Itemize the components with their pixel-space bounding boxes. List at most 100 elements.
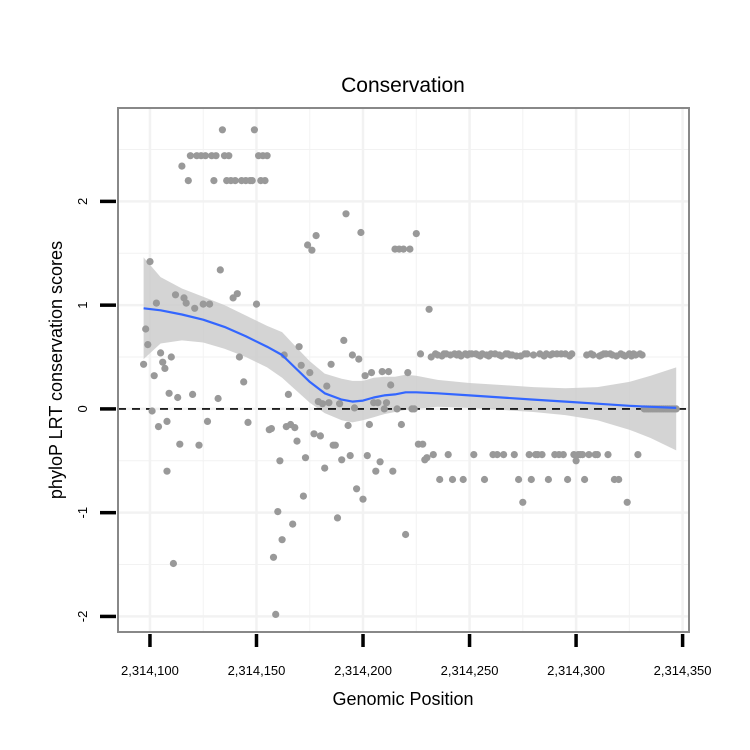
data-point <box>161 364 169 372</box>
data-point <box>312 232 320 240</box>
data-point <box>578 451 587 459</box>
data-point <box>331 441 339 449</box>
data-point <box>150 372 158 380</box>
data-point <box>410 405 418 413</box>
grid <box>118 108 689 632</box>
data-point <box>350 404 359 412</box>
data-point <box>278 536 286 544</box>
data-point <box>493 451 501 459</box>
data-point <box>167 353 175 361</box>
data-point <box>176 440 184 448</box>
confidence-band <box>143 257 677 451</box>
data-point <box>316 432 324 440</box>
data-point <box>233 290 241 298</box>
data-point <box>378 368 386 376</box>
x-axis-label: Genomic Position <box>332 689 473 709</box>
data-point <box>382 399 391 407</box>
data-point <box>325 399 333 407</box>
data-point <box>310 430 318 438</box>
data-point <box>365 420 373 429</box>
data-point <box>593 451 602 459</box>
data-point <box>338 456 346 464</box>
data-point <box>203 417 212 425</box>
data-point <box>308 246 316 254</box>
data-point <box>214 394 222 403</box>
data-point <box>159 358 167 366</box>
data-point <box>169 559 177 568</box>
y-tick-label: 2 <box>75 198 90 205</box>
data-point <box>212 152 220 160</box>
data-point <box>306 369 314 377</box>
data-point <box>615 475 623 484</box>
data-point <box>218 126 226 134</box>
data-point <box>564 475 572 484</box>
y-axis-label: phyloP LRT conservation scores <box>46 241 66 499</box>
data-point <box>448 475 457 484</box>
data-point <box>195 441 203 449</box>
data-point <box>165 389 173 397</box>
data-point <box>333 514 342 522</box>
data-point <box>389 467 397 475</box>
data-point <box>376 458 384 466</box>
data-point <box>225 152 233 160</box>
data-point <box>210 177 218 185</box>
data-point <box>523 350 531 358</box>
data-point <box>385 368 393 376</box>
y-tick-label: 1 <box>75 302 90 309</box>
data-point <box>263 152 271 160</box>
data-point <box>538 451 546 459</box>
data-point <box>291 424 299 432</box>
data-point <box>393 405 401 413</box>
data-point <box>568 350 576 358</box>
data-point <box>397 420 405 429</box>
data-point <box>163 417 171 425</box>
data-point <box>348 351 356 359</box>
data-point <box>189 390 197 398</box>
data-point <box>248 177 256 185</box>
data-point <box>206 300 214 308</box>
data-point <box>152 299 160 307</box>
data-point <box>154 423 163 431</box>
data-point <box>444 451 452 459</box>
data-point <box>672 405 680 413</box>
data-point <box>361 372 369 380</box>
data-point <box>216 266 224 274</box>
data-point <box>327 360 335 368</box>
data-point <box>436 475 444 484</box>
confidence-band-layer <box>143 257 677 451</box>
data-point <box>355 355 363 363</box>
data-point <box>399 245 408 253</box>
data-point <box>184 177 192 185</box>
data-point <box>157 349 165 357</box>
x-tick-label: 2,314,100 <box>121 663 179 678</box>
data-point <box>199 300 207 308</box>
data-point <box>359 495 367 503</box>
x-axis: 2,314,100 2,314,150 2,314,200 2,314,250 2,31… <box>121 634 712 678</box>
data-point <box>353 485 361 493</box>
y-tick-label: -2 <box>75 611 90 623</box>
y-tick-label: 0 <box>75 405 90 412</box>
data-point <box>148 407 156 415</box>
data-point <box>250 126 258 134</box>
data-point <box>544 475 553 484</box>
data-point <box>301 454 310 462</box>
data-point <box>299 492 307 500</box>
data-point <box>274 508 282 516</box>
data-point <box>585 451 593 459</box>
data-point <box>344 421 352 430</box>
y-tick-label: -1 <box>75 507 90 519</box>
data-point <box>146 258 154 266</box>
data-point <box>336 400 344 408</box>
data-point <box>380 405 388 413</box>
data-point <box>276 457 284 465</box>
data-point <box>367 369 376 377</box>
data-point <box>638 351 646 359</box>
data-point <box>244 418 252 426</box>
data-point <box>144 341 152 349</box>
data-point <box>272 610 280 619</box>
data-point <box>235 353 243 361</box>
data-point <box>240 378 248 386</box>
data-point <box>318 400 327 408</box>
data-point <box>295 343 303 351</box>
data-point <box>342 210 350 218</box>
